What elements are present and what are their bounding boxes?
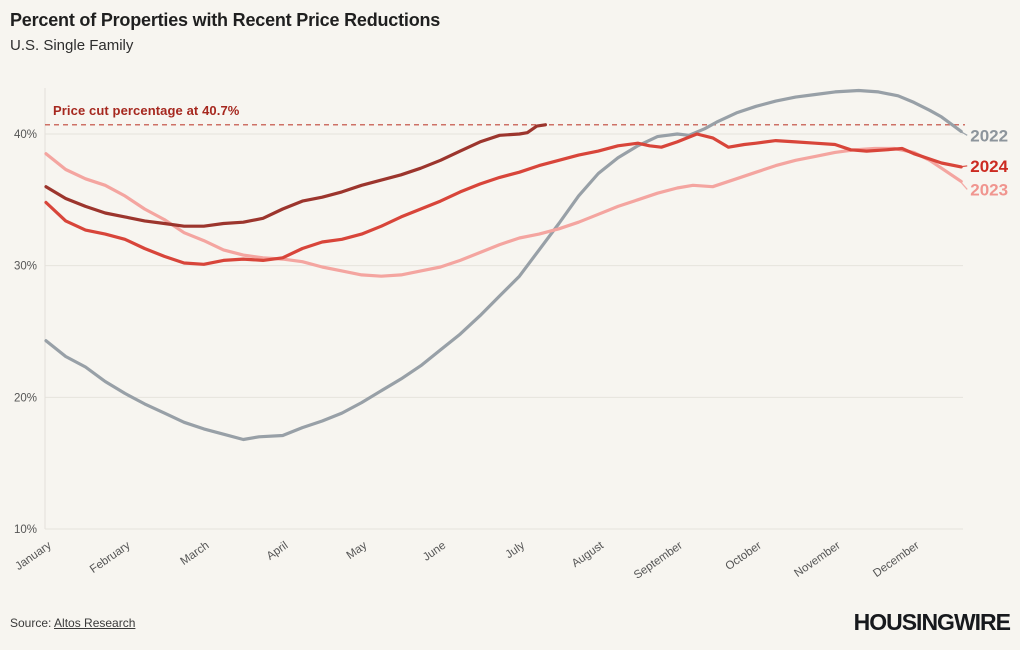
source-link[interactable]: Altos Research <box>54 616 136 630</box>
series-line-2022 <box>44 88 963 442</box>
housingwire-logo: HOUSINGWIRE <box>853 609 1011 635</box>
x-tick-april: April <box>265 540 291 563</box>
y-tick-30%: 30% <box>14 261 37 273</box>
series-label-tick-2023 <box>959 180 968 190</box>
x-tick-october: October <box>723 540 764 573</box>
x-tick-november: November <box>792 540 842 580</box>
x-tick-june: June <box>421 540 448 564</box>
series-label-tick-2022 <box>959 130 968 136</box>
series-label-2023: 2023 <box>970 180 1008 199</box>
x-tick-august: August <box>570 539 607 570</box>
y-tick-20%: 20% <box>14 392 37 404</box>
series-line-2023 <box>44 146 963 278</box>
x-tick-july: July <box>503 539 527 561</box>
source-prefix: Source: <box>10 616 52 630</box>
x-tick-january: January <box>13 539 54 572</box>
page-subtitle: U.S. Single Family <box>10 37 134 54</box>
y-tick-40%: 40% <box>14 129 37 141</box>
page-title: Percent of Properties with Recent Price … <box>10 10 441 30</box>
x-tick-february: February <box>88 539 133 575</box>
series-label-tick-2024 <box>960 165 968 168</box>
x-tick-may: May <box>345 539 370 561</box>
series-line-2024 <box>44 132 963 266</box>
series-label-2024: 2024 <box>970 157 1008 176</box>
source-note: Source: Altos Research <box>10 616 135 630</box>
reference-line-label: Price cut percentage at 40.7% <box>53 103 240 118</box>
x-tick-december: December <box>871 540 921 580</box>
series-line-2025 <box>44 123 548 228</box>
x-tick-september: September <box>632 540 685 582</box>
y-tick-10%: 10% <box>14 524 37 536</box>
series-label-2022: 2022 <box>970 126 1008 145</box>
x-tick-march: March <box>178 540 211 568</box>
